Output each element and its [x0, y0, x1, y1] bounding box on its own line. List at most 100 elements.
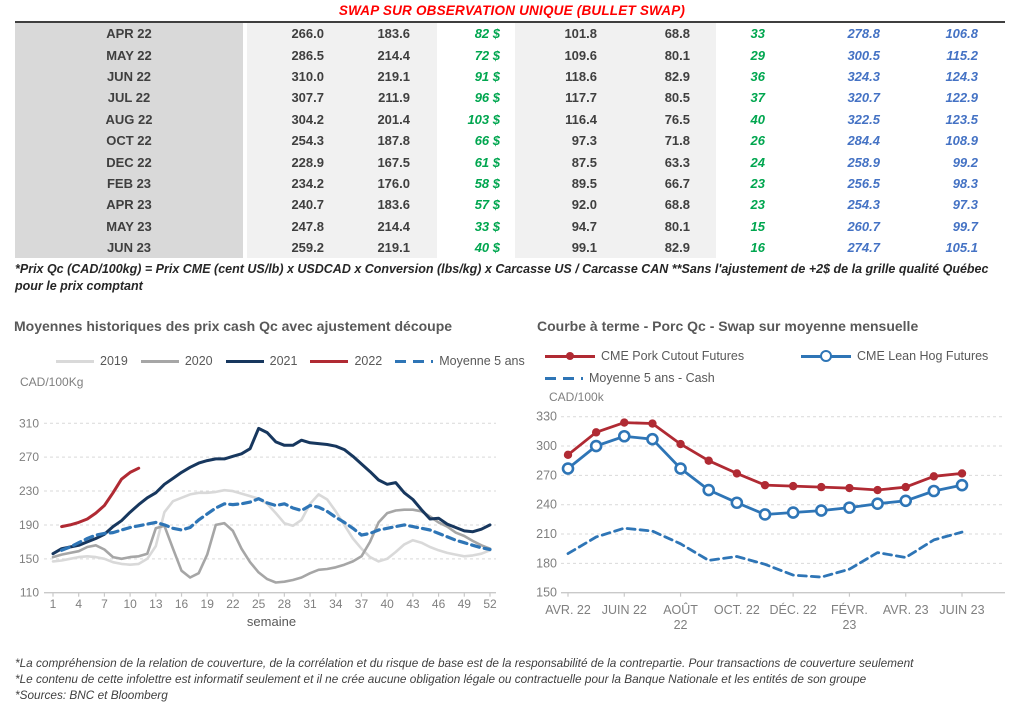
table-cell: 63.3: [615, 151, 716, 173]
table-cell: 23: [750, 175, 765, 191]
table-cell: 99.2: [952, 154, 978, 170]
left-y-axis-unit: CAD/100Kg: [20, 375, 84, 389]
table-cell: 256.5: [847, 175, 880, 191]
footer-note-line: *Le contenu de cette infolettre est info…: [15, 672, 867, 686]
svg-text:31: 31: [303, 597, 317, 611]
svg-text:43: 43: [406, 597, 420, 611]
table-cell: 201.4: [342, 108, 437, 130]
svg-text:JUIN 23: JUIN 23: [939, 603, 984, 617]
marker-line-swatch-icon: [545, 352, 595, 360]
svg-text:210: 210: [536, 527, 557, 541]
filled-circle-marker-icon: [566, 352, 574, 360]
table-cell: 101.8: [515, 23, 615, 45]
table-cell: 94.7: [515, 215, 615, 237]
table-cell: 284.4: [847, 133, 880, 149]
dashed-line-swatch-icon: [545, 376, 583, 380]
table-cell: 71.8: [615, 129, 716, 152]
table-cell: 57 $: [474, 197, 500, 213]
table-cell: 80.1: [615, 215, 716, 237]
svg-text:16: 16: [175, 597, 189, 611]
left-chart-title: Moyennes historiques des prix cash Qc av…: [14, 318, 453, 334]
svg-text:310: 310: [19, 416, 39, 430]
table-cell: 211.9: [342, 87, 437, 109]
table-cell: 310.0: [243, 65, 342, 88]
footer-notes: *La compréhension de la relation de couv…: [15, 655, 1015, 703]
table-cell: 300.5: [847, 47, 880, 63]
table-cell: 247.8: [243, 215, 342, 237]
table-cell: 61 $: [474, 154, 500, 170]
table-cell: 322.5: [847, 111, 880, 127]
table-cell: 66 $: [474, 133, 500, 149]
table-cell: 16: [750, 240, 765, 256]
line-swatch-icon: [56, 359, 94, 363]
table-cell: 167.5: [342, 151, 437, 173]
table-cell-month: OCT 22: [15, 129, 243, 152]
table-cell: 82.9: [615, 65, 716, 88]
table-cell: 82 $: [474, 26, 500, 42]
svg-text:40: 40: [380, 597, 394, 611]
table-cell: 109.6: [515, 44, 615, 66]
table-cell: 89.5: [515, 172, 615, 195]
legend-label: Moyenne 5 ans: [439, 354, 525, 368]
table-cell: 240.7: [243, 194, 342, 216]
table-cell: 91 $: [474, 68, 500, 84]
svg-text:230: 230: [19, 484, 39, 498]
table-cell: 92.0: [515, 194, 615, 216]
svg-text:10: 10: [123, 597, 137, 611]
svg-text:150: 150: [536, 586, 557, 600]
line-swatch-icon: [140, 359, 179, 363]
table-cell: 23: [750, 197, 765, 213]
table-cell-month: APR 23: [15, 194, 243, 216]
table-cell-month: MAY 22: [15, 44, 243, 66]
legend-label: CME Lean Hog Futures: [857, 349, 989, 363]
table-cell-month: AUG 22: [15, 108, 243, 130]
table-cell: 96 $: [474, 90, 500, 106]
table-cell: 286.5: [243, 44, 342, 66]
table-cell: 266.0: [243, 23, 342, 45]
dashed-line-swatch-icon: [395, 359, 434, 363]
left-chart-legend: 2019 2020 2021 2022 Moyenne 5 ans: [56, 354, 538, 368]
open-circle-marker-icon: [820, 350, 832, 362]
table-cell: 15: [750, 218, 765, 234]
svg-text:240: 240: [536, 498, 557, 512]
table-cell: 260.7: [847, 218, 880, 234]
svg-text:37: 37: [355, 597, 369, 611]
svg-text:JUIN 22: JUIN 22: [602, 603, 647, 617]
svg-text:13: 13: [149, 597, 163, 611]
table-cell: 97.3: [952, 197, 978, 213]
table-cell: 214.4: [342, 44, 437, 66]
table-cell: 234.2: [243, 172, 342, 195]
table-cell: 33: [750, 26, 765, 42]
table-cell: 40 $: [474, 240, 500, 256]
table-cell: 105.1: [945, 240, 978, 256]
table-cell: 87.5: [515, 151, 615, 173]
table-cell: 117.7: [515, 87, 615, 109]
svg-text:34: 34: [329, 597, 343, 611]
table-cell: 274.7: [847, 240, 880, 256]
table-cell: 122.9: [945, 90, 978, 106]
table-cell: 118.6: [515, 65, 615, 88]
table-footnote: *Prix Qc (CAD/100kg) = Prix CME (cent US…: [15, 262, 989, 293]
table-cell: 33 $: [474, 218, 500, 234]
table-cell: 116.4: [515, 108, 615, 130]
table-cell: 82.9: [615, 236, 716, 259]
svg-text:110: 110: [20, 586, 39, 600]
table-cell: 76.5: [615, 108, 716, 130]
table-cell: 36: [750, 68, 765, 84]
page-title: SWAP SUR OBSERVATION UNIQUE (BULLET SWAP…: [338, 3, 686, 18]
svg-text:AVR. 22: AVR. 22: [545, 603, 591, 617]
table-cell: 29: [750, 47, 765, 63]
table-cell: 278.8: [847, 26, 880, 42]
right-chart-legend-row1: CME Pork Cutout Futures CME Lean Hog Fut…: [545, 349, 1001, 363]
table-cell: 80.5: [615, 87, 716, 109]
table-cell: 40: [750, 111, 765, 127]
svg-text:190: 190: [19, 518, 39, 532]
svg-text:150: 150: [19, 552, 39, 566]
right-chart-legend-row2: Moyenne 5 ans - Cash: [545, 371, 728, 385]
table-cell-month: APR 22: [15, 23, 243, 45]
svg-text:270: 270: [19, 450, 39, 464]
table-cell: 103 $: [467, 111, 500, 127]
table-cell: 97.3: [515, 129, 615, 152]
